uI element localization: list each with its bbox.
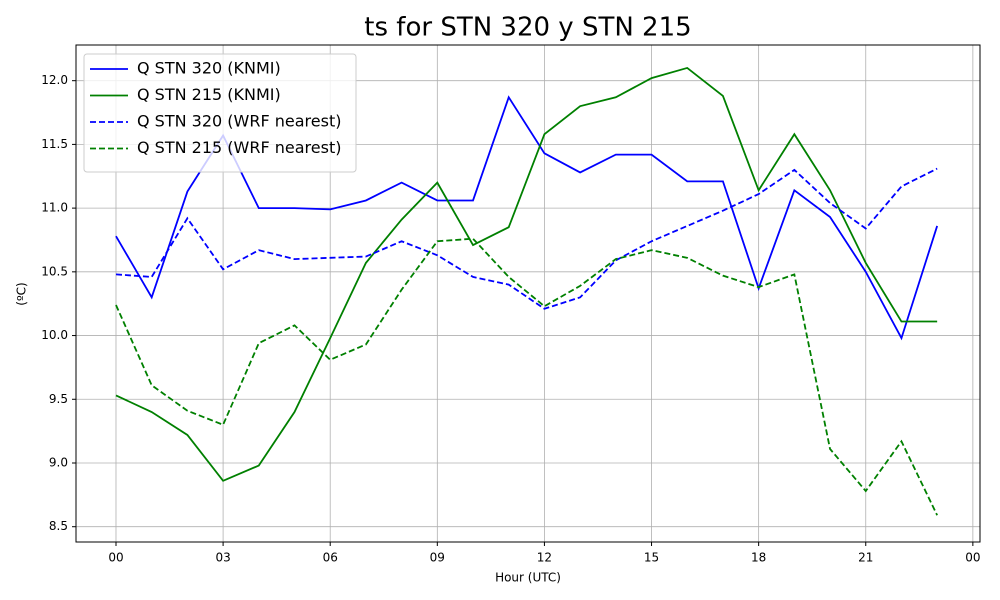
- legend-label: Q STN 215 (KNMI): [137, 85, 281, 104]
- legend-label: Q STN 320 (KNMI): [137, 59, 281, 78]
- legend-label: Q STN 320 (WRF nearest): [137, 112, 341, 131]
- y-tick-label: 9.0: [49, 455, 68, 469]
- plot-frame: [75, 44, 981, 543]
- x-tick-label: 09: [430, 551, 445, 565]
- x-tick-label: 00: [108, 551, 123, 565]
- legend-box: [83, 53, 357, 173]
- y-tick-label: 8.5: [49, 519, 68, 533]
- x-tick-label: 06: [323, 551, 338, 565]
- x-tick-label: 21: [858, 551, 873, 565]
- x-tick-label: 18: [751, 551, 766, 565]
- y-tick-label: 12.0: [41, 73, 68, 87]
- series-line: [115, 237, 938, 516]
- series-line: [115, 167, 938, 310]
- y-tick-label: 10.5: [41, 264, 68, 278]
- legend-label: Q STN 215 (WRF nearest): [137, 138, 341, 157]
- x-tick-label: 03: [215, 551, 230, 565]
- chart-title: ts for STN 320 y STN 215: [364, 13, 691, 43]
- y-axis-label: (ºC): [15, 282, 29, 305]
- y-tick-label: 10.0: [41, 328, 68, 342]
- y-tick-label: 9.5: [49, 392, 68, 406]
- x-axis-label: Hour (UTC): [495, 571, 561, 585]
- y-tick-label: 11.5: [41, 137, 68, 151]
- y-tick-label: 11.0: [41, 201, 68, 215]
- series-line: [115, 66, 938, 482]
- x-tick-label: 12: [537, 551, 552, 565]
- x-tick-label: 15: [644, 551, 659, 565]
- series-line: [115, 95, 939, 341]
- x-tick-label: 00: [965, 551, 980, 565]
